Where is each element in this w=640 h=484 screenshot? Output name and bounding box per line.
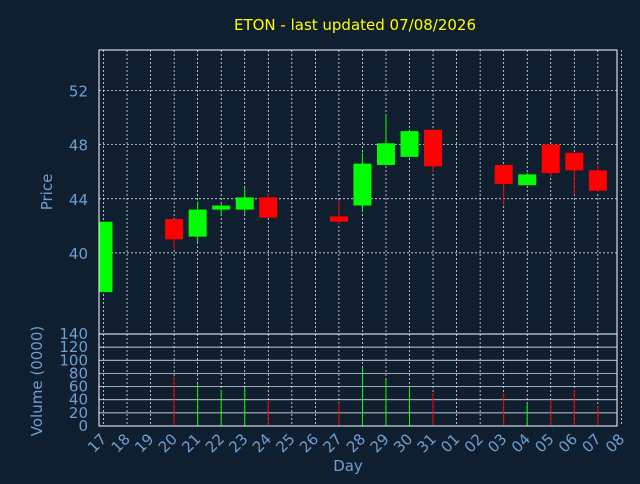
candle-body <box>588 170 607 191</box>
volume-axis-label: Volume (0000) <box>28 326 46 436</box>
day-tick-label: 26 <box>296 430 322 456</box>
candle-body <box>259 197 278 218</box>
day-tick-label: 20 <box>155 430 181 456</box>
day-tick-label: 31 <box>414 430 440 456</box>
candle-body <box>494 164 513 184</box>
volume-grid <box>99 334 622 426</box>
day-tick-label: 02 <box>461 430 487 456</box>
day-tick-label: 04 <box>508 430 534 456</box>
day-tick-label: 23 <box>225 430 251 456</box>
day-tick-label: 22 <box>202 430 228 456</box>
day-tick-label: 27 <box>319 430 345 456</box>
price-tick-label: 48 <box>69 137 88 155</box>
day-tick-label: 07 <box>578 430 604 456</box>
day-tick-label: 25 <box>272 430 298 456</box>
candle-body <box>212 205 231 210</box>
day-tick-label: 19 <box>131 430 157 456</box>
day-tick-labels: 1718192021222324252627282930310102030405… <box>84 430 628 456</box>
day-tick-label: 03 <box>484 430 510 456</box>
volume-tick-label: 40 <box>69 391 88 409</box>
day-tick-label: 21 <box>178 430 204 456</box>
candle-body <box>565 152 584 171</box>
volume-tick-label: 140 <box>59 325 88 343</box>
price-axis-label: Price <box>38 174 56 211</box>
volume-tick-label: 60 <box>69 378 88 396</box>
candle-body <box>329 216 348 222</box>
volume-panel-frame <box>98 333 618 427</box>
day-tick-label: 28 <box>343 430 369 456</box>
candle-body <box>165 219 184 240</box>
day-tick-label: 24 <box>249 430 275 456</box>
candle-body <box>400 131 419 157</box>
day-tick-label: 18 <box>108 430 134 456</box>
candle-body <box>353 163 372 206</box>
candle-body <box>376 143 395 165</box>
volume-tick-label: 0 <box>78 417 88 435</box>
x-axis-label: Day <box>333 457 363 475</box>
price-tick-label: 40 <box>69 245 88 263</box>
day-tick-label: 05 <box>531 430 557 456</box>
candle-body <box>188 209 207 237</box>
price-tick-label: 52 <box>69 83 88 101</box>
candle-body <box>424 129 443 167</box>
candle-body <box>235 197 254 210</box>
candlesticks <box>99 114 607 293</box>
chart-title: ETON - last updated 07/08/2026 <box>234 16 476 34</box>
day-tick-label: 30 <box>390 430 416 456</box>
volume-bars <box>173 366 599 426</box>
candle-body <box>541 144 560 174</box>
day-tick-label: 01 <box>437 430 463 456</box>
day-tick-label: 29 <box>367 430 393 456</box>
volume-tick-label: 80 <box>69 364 88 382</box>
day-tick-label: 06 <box>555 430 581 456</box>
volume-tick-label: 120 <box>59 338 88 356</box>
volume-tick-label: 20 <box>69 404 88 422</box>
day-tick-label: 17 <box>84 430 110 456</box>
volume-tick-label: 100 <box>59 351 88 369</box>
price-tick-label: 44 <box>69 191 88 209</box>
price-tick-labels: 40 44 48 52 <box>69 83 88 263</box>
candle-body <box>99 221 113 293</box>
candle-body <box>518 174 537 186</box>
day-tick-label: 08 <box>602 430 628 456</box>
